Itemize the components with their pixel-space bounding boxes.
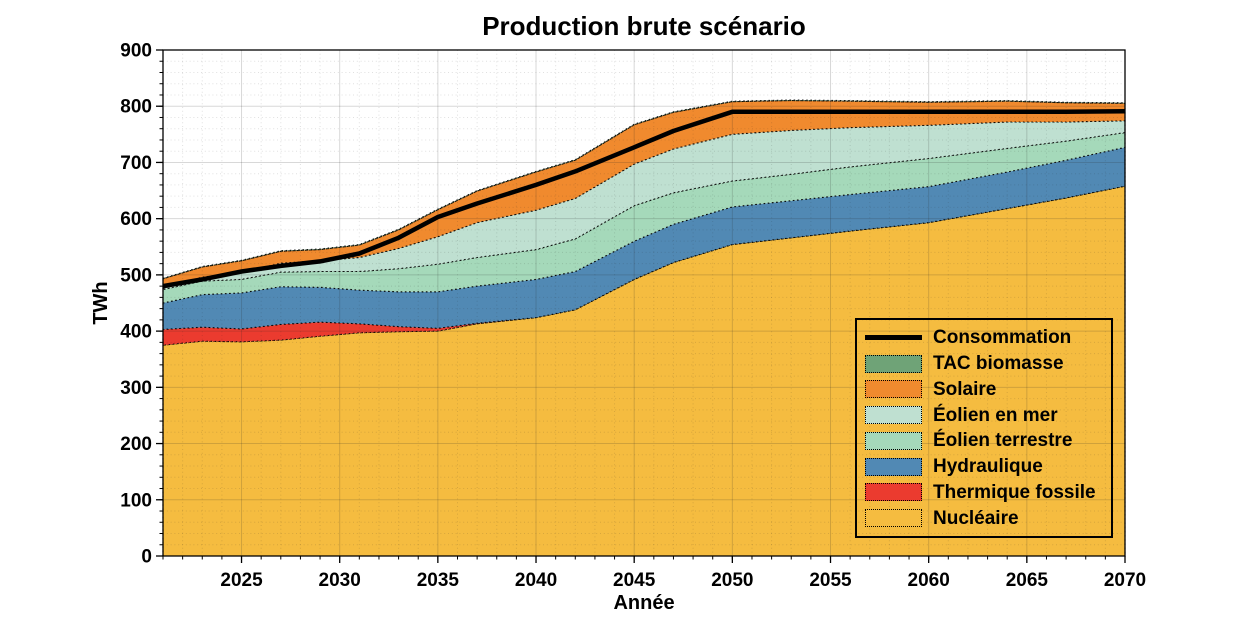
- y-tick-label: 900: [120, 41, 152, 62]
- legend-label: Solaire: [933, 378, 997, 400]
- y-tick-label: 300: [120, 378, 152, 399]
- y-axis-label: TWh: [90, 281, 112, 324]
- x-tick-label: 2065: [1006, 570, 1049, 591]
- legend-entry-thermique-fossile: Thermique fossile: [865, 483, 1103, 502]
- swatch-color: [865, 380, 922, 399]
- x-tick-label: 2045: [613, 570, 656, 591]
- y-tick-label: 600: [120, 209, 152, 230]
- legend-patch-swatch: [865, 380, 922, 399]
- x-tick-label: 2050: [711, 570, 753, 591]
- legend-entry-consommation: Consommation: [865, 328, 1103, 347]
- legend-label: Thermique fossile: [933, 481, 1096, 503]
- y-tick-label: 700: [120, 153, 152, 174]
- legend-line-swatch: [865, 335, 922, 341]
- legend-label: Hydraulique: [933, 456, 1043, 478]
- x-tick-label: 2030: [319, 570, 361, 591]
- legend-patch-swatch: [865, 457, 922, 476]
- legend-patch-swatch: [865, 509, 922, 528]
- y-tick-label: 200: [120, 434, 152, 455]
- y-tick-label: 100: [120, 490, 152, 511]
- area-thermique-fossile: [162, 185, 1126, 346]
- legend-entry-solaire: Solaire: [865, 380, 1103, 399]
- axis-box: [162, 49, 1126, 557]
- legend-entry-nucl-aire: Nucléaire: [865, 509, 1103, 528]
- legend-entry-hydraulique: Hydraulique: [865, 457, 1103, 476]
- legend-entry-tac-biomasse: TAC biomasse: [865, 354, 1103, 373]
- x-tick-label: 2060: [908, 570, 950, 591]
- swatch-color: [865, 406, 922, 425]
- y-tick-label: 800: [120, 97, 152, 118]
- swatch-color: [865, 335, 922, 341]
- swatch-color: [865, 354, 922, 373]
- x-axis-label: Année: [613, 592, 674, 614]
- legend-label: Consommation: [933, 327, 1072, 349]
- area-eolien-en-mer: [162, 120, 1126, 291]
- x-tick-label: 2055: [809, 570, 852, 591]
- x-tick-label: 2040: [515, 570, 557, 591]
- y-tick-label: 400: [120, 322, 152, 343]
- x-tick-label: 2070: [1104, 570, 1146, 591]
- legend-patch-swatch: [865, 431, 922, 450]
- y-tick-label: 0: [141, 547, 152, 568]
- x-tick-label: 2025: [220, 570, 263, 591]
- chart-title: Production brute scénario: [482, 11, 806, 41]
- swatch-color: [865, 483, 922, 502]
- legend-patch-swatch: [865, 406, 922, 425]
- legend-patch-swatch: [865, 354, 922, 373]
- swatch-color: [865, 431, 922, 450]
- y-tick-label: 500: [120, 265, 152, 286]
- area-hydraulique: [162, 146, 1126, 330]
- swatch-color: [865, 509, 922, 528]
- grid-lines: [163, 50, 1125, 556]
- swatch-color: [865, 457, 922, 476]
- legend-label: TAC biomasse: [933, 353, 1064, 375]
- legend-entry--olien-terrestre: Éolien terrestre: [865, 431, 1103, 450]
- legend-label: Nucléaire: [933, 507, 1019, 529]
- legend-label: Éolien en mer: [933, 404, 1058, 426]
- legend-patch-swatch: [865, 483, 922, 502]
- legend-entry--olien-en-mer: Éolien en mer: [865, 406, 1103, 425]
- legend: Consommation TAC biomasse Solaire Éolien en…: [855, 318, 1113, 538]
- consumption-line: [162, 109, 1126, 289]
- legend-label: Éolien terrestre: [933, 430, 1073, 452]
- x-tick-label: 2035: [417, 570, 460, 591]
- consumption-line-group: [162, 109, 1126, 289]
- axes: 2025 2030 2035 2040 2045 2050 2055 2060 2065 2070…: [120, 41, 1146, 592]
